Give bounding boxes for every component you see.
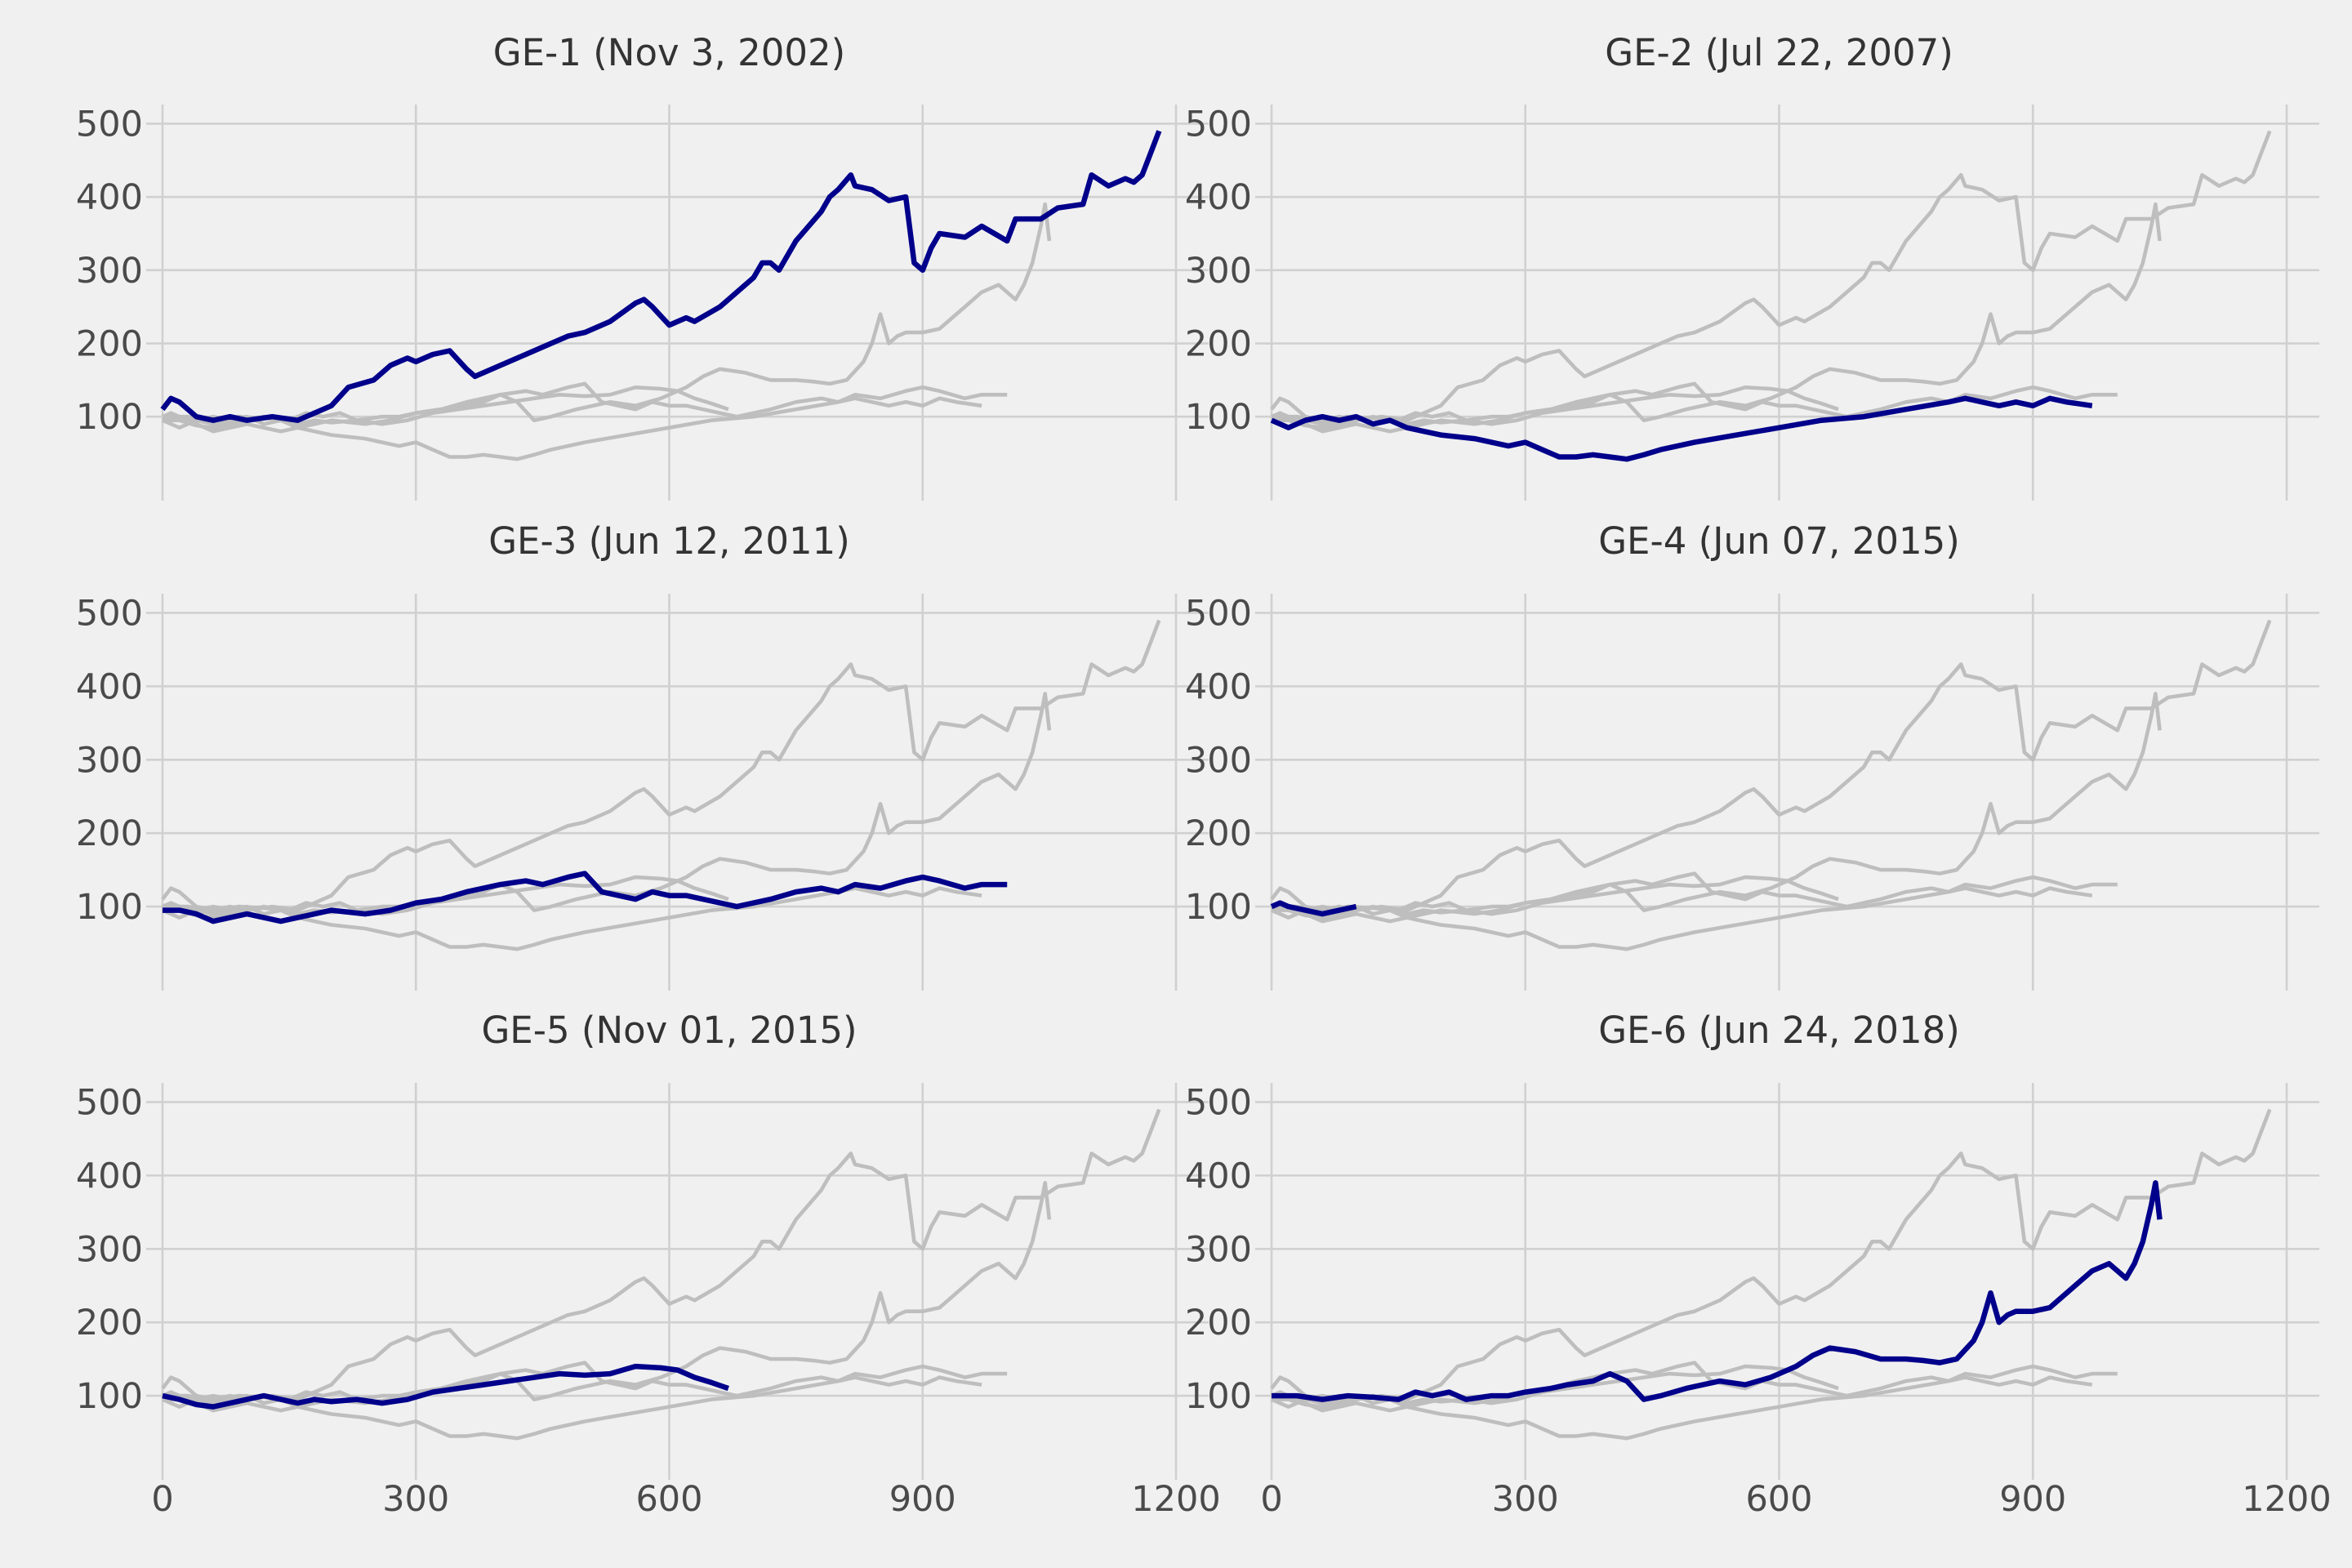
y-tick-label: 100 [76, 397, 143, 438]
y-tick-label: 100 [76, 1376, 143, 1417]
series-line-ge-2-context [162, 396, 982, 461]
series-line-ge-6-context [163, 202, 1052, 422]
y-tick-label: 200 [1185, 1303, 1252, 1343]
y-tick-label: 300 [1185, 251, 1252, 292]
series-line-ge-2-context [162, 1375, 982, 1441]
series-line-ge-6-context [1272, 202, 2162, 422]
x-tick-label: 300 [1492, 1479, 1559, 1520]
series-line-ge-2-context [1271, 1375, 2093, 1441]
y-tick-label: 300 [1185, 740, 1252, 781]
series-line-ge-4-context [162, 411, 247, 426]
series-line-ge-2-context [162, 886, 982, 951]
panel-6: 100 200 300 400 500 0 300 600 900 1200 GE-6 (Jun 2… [1185, 1009, 2332, 1520]
y-tick-label: 500 [1185, 1082, 1252, 1123]
x-tick-label: 1200 [1131, 1479, 1220, 1520]
y-tick-label: 100 [1185, 887, 1252, 928]
y-tick-label: 200 [76, 1303, 143, 1343]
series-line-ge-5-context [162, 385, 729, 430]
x-tick-label: 1200 [2242, 1479, 2331, 1520]
series-line-ge-6-context [163, 1181, 1052, 1401]
x-tick-label: 900 [1999, 1479, 2066, 1520]
y-tick-label: 300 [76, 1229, 143, 1270]
series-line-ge-6-highlight [1272, 1180, 2163, 1402]
x-tick-label: 0 [1260, 1479, 1282, 1520]
series-line-ge-4-highlight [1270, 900, 1357, 917]
series-line-ge-1-highlight [160, 130, 1162, 423]
series-line-ge-2-context [1271, 886, 2093, 951]
series-line-ge-1-context [1270, 619, 2272, 912]
series-line-ge-3-highlight [163, 871, 1008, 924]
panel-4: 100 200 300 400 500 GE-4 (Jun 07, 2015) [1185, 519, 2319, 991]
panel-title: GE-6 (Jun 24, 2018) [1598, 1009, 1960, 1052]
x-tick-label: 900 [889, 1479, 956, 1520]
y-tick-label: 500 [1185, 593, 1252, 634]
x-tick-label: 300 [382, 1479, 449, 1520]
y-tick-label: 400 [76, 177, 143, 218]
y-tick-label: 400 [1185, 666, 1252, 707]
y-tick-label: 400 [1185, 1156, 1252, 1196]
series-line-ge-5-context [162, 875, 729, 920]
series-line-ge-1-context [161, 619, 1161, 912]
x-tick-label: 600 [1745, 1479, 1812, 1520]
y-tick-label: 400 [1185, 177, 1252, 218]
y-tick-label: 200 [1185, 324, 1252, 365]
x-tick-label: 600 [635, 1479, 702, 1520]
y-tick-label: 400 [76, 1156, 143, 1196]
panel-title: GE-4 (Jun 07, 2015) [1598, 519, 1960, 563]
y-tick-label: 500 [76, 104, 143, 145]
x-tick-label: 0 [151, 1479, 173, 1520]
y-tick-label: 300 [76, 740, 143, 781]
panel-title: GE-3 (Jun 12, 2011) [488, 519, 850, 563]
y-tick-label: 300 [76, 251, 143, 292]
series-line-ge-5-context [1271, 385, 1839, 430]
series-line-ge-6-context [163, 692, 1052, 912]
series-line-ge-4-context [162, 901, 247, 916]
series-line-ge-5-context [1271, 875, 1839, 920]
panel-2: 100 200 300 400 500 GE-2 (Jul 22, 2007) [1185, 31, 2319, 501]
y-tick-label: 500 [1185, 104, 1252, 145]
y-tick-label: 500 [76, 593, 143, 634]
y-tick-label: 200 [76, 813, 143, 854]
series-line-ge-5-highlight [162, 1363, 729, 1410]
series-line-ge-1-context [1270, 130, 2272, 422]
series-line-ge-6-context [1272, 692, 2162, 912]
series-line-ge-4-context [162, 1390, 247, 1405]
y-tick-label: 300 [1185, 1229, 1252, 1270]
y-tick-label: 200 [1185, 813, 1252, 854]
panel-title: GE-5 (Nov 01, 2015) [481, 1009, 857, 1052]
y-tick-label: 500 [76, 1082, 143, 1123]
panel-title: GE-1 (Nov 3, 2002) [493, 31, 845, 74]
y-tick-label: 100 [1185, 1376, 1252, 1417]
panel-1: 100 200 300 400 500 GE-1 (Nov 3, 2002) [76, 31, 1209, 501]
y-tick-label: 100 [1185, 397, 1252, 438]
y-tick-label: 100 [76, 887, 143, 928]
series-line-ge-2-highlight [1270, 395, 2093, 462]
panel-3: 100 200 300 400 500 GE-3 (Jun 12, 2011) [76, 519, 1209, 991]
series-line-ge-1-context [161, 1108, 1161, 1401]
y-tick-label: 400 [76, 666, 143, 707]
series-line-ge-5-context [1271, 1364, 1839, 1409]
y-tick-label: 200 [76, 324, 143, 365]
series-line-ge-1-context [1270, 1108, 2272, 1401]
panel-5: 100 200 300 400 500 0 300 600 900 1200 GE-5 (Nov 0… [76, 1009, 1221, 1520]
panel-title: GE-2 (Jul 22, 2007) [1605, 31, 1953, 74]
